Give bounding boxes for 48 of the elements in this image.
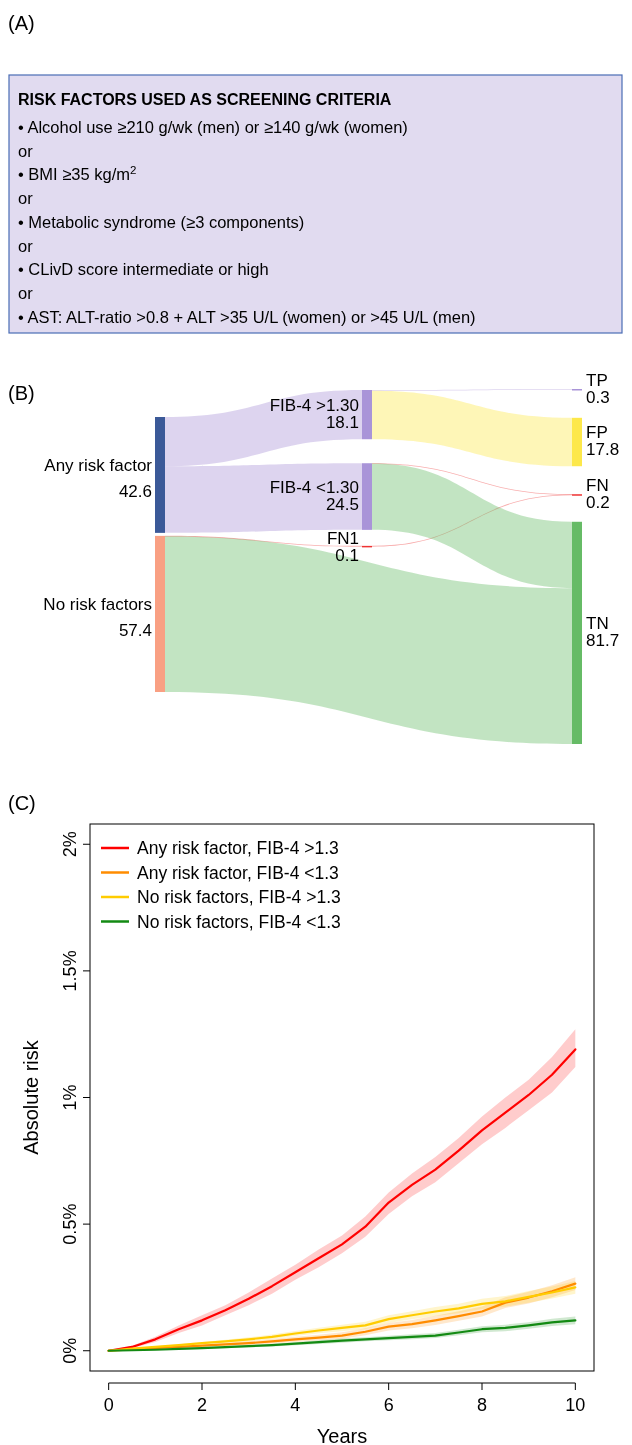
category-label: No risk factors [43,594,152,614]
text: or [18,283,34,302]
y-tick-label: 2% [60,831,80,858]
data-label: 0.3 [586,387,610,407]
text: or [18,189,34,208]
data-label: 0.2 [586,492,610,512]
y-tick-label: 1% [60,1084,80,1111]
x-tick-label: 10 [565,1395,586,1415]
category-label: FIB-4 >1.30 [269,395,359,415]
text: RISK FACTORS USED AS SCREENING CRITERIA [18,91,392,108]
category-label: FIB-4 <1.30 [269,477,359,497]
category-label: FP [586,423,608,443]
y-axis-title: Absolute risk [20,1039,42,1155]
y-tick-label: 0% [60,1337,80,1364]
data-label: 24.5 [325,494,359,514]
legend-label: No risk factors, FIB-4 >1.3 [137,887,341,907]
text: • AST: ALT-ratio >0.8 + ALT >35 U/L (women) or >45 U/L (men) [18,307,476,326]
text: (B) [8,382,35,404]
legend-label: Any risk factor, FIB-4 >1.3 [137,838,339,858]
x-axis-title: Years [316,1425,368,1445]
text: or [18,236,34,255]
data-label: 17.8 [586,440,620,460]
text: • Alcohol use ≥210 g/wk (men) or ≥140 g/wk (women) [18,118,408,136]
category-label: Any risk factor [44,455,153,475]
x-tick-label: 8 [476,1395,488,1415]
category-label: TP [586,370,608,390]
data-label: 81.7 [586,630,620,650]
category-label: FN1 [326,528,359,548]
text: • CLivD score intermediate or high [18,260,269,279]
text: (C) [8,792,36,814]
legend-label: Any risk factor, FIB-4 <1.3 [137,862,339,883]
text: (A) [8,12,35,34]
x-tick-label: 6 [383,1395,394,1415]
data-label: 42.6 [118,481,152,501]
x-tick-label: 0 [103,1395,114,1415]
data-label: 57.4 [118,620,152,640]
text: or [18,141,34,160]
text: • BMI ≥35 kg/m$^{2}$ [18,164,137,184]
legend-label: No risk factors, FIB-4 <1.3 [137,911,341,932]
x-tick-label: 4 [290,1395,301,1415]
x-tick-label: 2 [196,1395,208,1415]
text: • Metabolic syndrome (≥3 components) [18,212,305,231]
data-label: 0.1 [335,545,359,565]
y-tick-label: 1.5% [60,950,80,992]
data-label: 18.1 [325,412,359,432]
y-tick-label: 0.5% [60,1203,80,1245]
category-label: FN [586,475,609,495]
category-label: TN [586,613,609,633]
